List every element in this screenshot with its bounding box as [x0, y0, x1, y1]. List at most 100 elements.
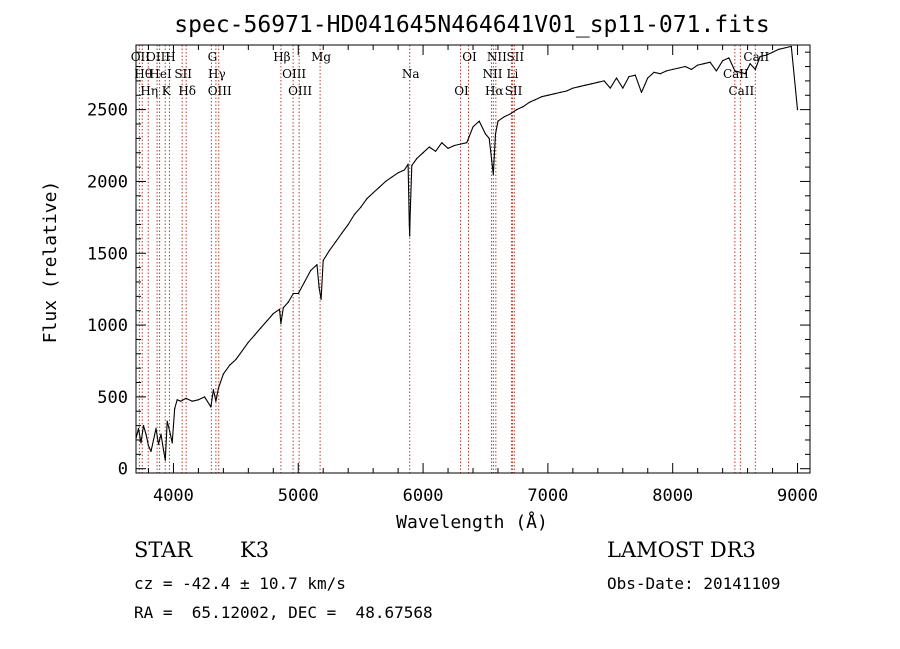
data-point — [516, 109, 518, 111]
data-point — [584, 84, 586, 86]
data-point — [145, 433, 147, 435]
data-point — [771, 51, 774, 53]
data-point — [316, 264, 318, 266]
data-point — [137, 427, 140, 430]
data-point — [709, 61, 711, 63]
data-point — [297, 292, 299, 295]
data-point — [566, 90, 568, 92]
data-point — [615, 77, 618, 79]
marker-label: CaII — [743, 50, 769, 64]
data-point — [282, 307, 284, 309]
data-point — [488, 137, 490, 139]
data-point — [697, 64, 699, 66]
marker-label: NII — [482, 67, 502, 81]
data-point — [497, 120, 499, 122]
data-point — [640, 91, 643, 93]
data-point — [292, 292, 294, 295]
data-point — [222, 373, 224, 375]
data-point — [150, 450, 152, 453]
data-point — [754, 68, 756, 71]
data-point — [215, 400, 217, 402]
data-point — [272, 312, 274, 315]
data-point — [590, 83, 593, 85]
data-point — [407, 163, 409, 165]
data-point — [152, 439, 155, 441]
data-point — [391, 176, 393, 178]
data-point — [509, 113, 512, 115]
data-point — [778, 48, 780, 50]
y-axis-label: Flux (relative) — [40, 181, 61, 344]
data-point — [411, 165, 413, 167]
data-point — [229, 364, 231, 366]
data-point — [164, 459, 166, 461]
data-point — [665, 70, 668, 72]
data-point — [547, 94, 549, 96]
data-point — [528, 101, 530, 104]
y-tick-label: 1000 — [87, 316, 128, 336]
marker-label: H — [165, 50, 175, 64]
data-point — [197, 399, 200, 401]
marker-label: OI — [462, 50, 477, 64]
data-point — [734, 70, 736, 72]
data-point — [176, 399, 178, 401]
marker-label: CaII — [723, 67, 749, 81]
data-point — [409, 235, 411, 237]
data-point — [280, 323, 282, 325]
data-point — [603, 80, 605, 82]
data-point — [266, 320, 268, 322]
x-tick-label: 6000 — [403, 486, 444, 506]
data-point — [572, 87, 574, 89]
data-point — [166, 420, 168, 422]
data-point — [759, 55, 761, 58]
data-point — [434, 150, 437, 152]
data-point — [659, 73, 661, 75]
data-point — [140, 442, 142, 444]
data-point — [303, 281, 306, 283]
data-point — [749, 63, 751, 65]
marker-label: Na — [402, 67, 420, 81]
marker-label: OIII — [288, 84, 312, 98]
plot-border — [135, 44, 811, 474]
x-tick-label: 8000 — [652, 486, 693, 506]
data-point — [210, 406, 212, 408]
data-point — [322, 259, 324, 262]
data-point — [174, 407, 176, 409]
data-point — [160, 433, 162, 435]
marker-label: Mg — [311, 50, 331, 64]
series-layer — [135, 45, 799, 461]
marker-label: Hα — [485, 84, 504, 98]
y-tick-label: 500 — [97, 388, 128, 408]
data-point — [728, 57, 730, 59]
marker-label: NII — [487, 50, 507, 64]
marker-label: K — [162, 84, 172, 98]
data-point — [453, 144, 455, 147]
data-point — [212, 389, 214, 391]
data-point — [739, 71, 741, 73]
data-point — [678, 67, 680, 69]
data-point — [578, 86, 580, 88]
data-point — [260, 327, 262, 329]
data-point — [715, 70, 717, 72]
data-point — [147, 445, 150, 447]
data-point — [341, 232, 343, 234]
data-point — [672, 68, 674, 71]
data-point — [385, 180, 387, 183]
data-point — [472, 126, 474, 128]
survey-name: LAMOST DR3 — [607, 538, 756, 562]
data-point — [360, 206, 362, 208]
marker-label: HeI — [149, 67, 172, 81]
data-point — [522, 106, 524, 108]
data-point — [320, 298, 322, 300]
data-point — [459, 143, 462, 145]
x-tick-label: 4000 — [153, 486, 194, 506]
marker-label: G — [208, 50, 218, 64]
obs-date-text: Obs-Date: 20141109 — [607, 574, 781, 593]
data-point — [253, 334, 256, 336]
y-tick-label: 2000 — [87, 172, 128, 192]
data-point — [409, 216, 411, 218]
data-point — [180, 400, 182, 402]
marker-label: Hδ — [178, 84, 196, 98]
data-point — [169, 430, 171, 432]
data-point — [534, 98, 537, 101]
data-point — [171, 442, 173, 444]
